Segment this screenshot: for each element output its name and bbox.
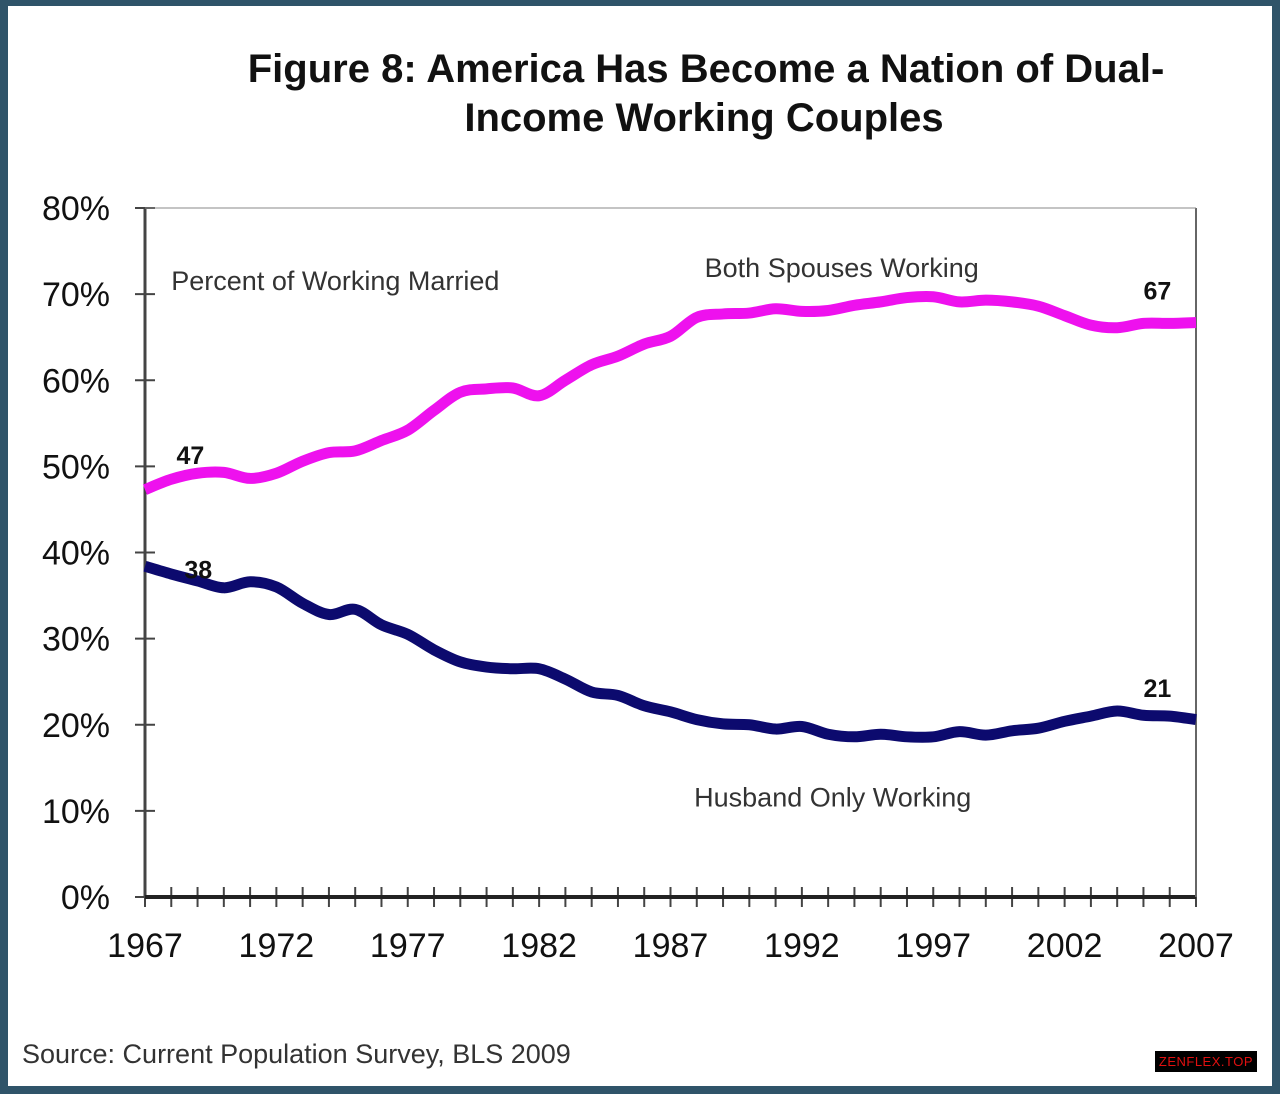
- source-note: Source: Current Population Survey, BLS 2…: [22, 1039, 571, 1069]
- series-layer: [142, 290, 1197, 743]
- x-tick-label: 1987: [633, 927, 709, 965]
- series-line-both-spouses-working: [142, 290, 1197, 495]
- husband-only-label: Husband Only Working: [694, 783, 971, 813]
- y-tick-label: 20%: [42, 707, 110, 745]
- chart-title-line-2: Income Working Couples: [464, 96, 943, 140]
- chart-frame: Figure 8: America Has Become a Nation of…: [8, 6, 1272, 1086]
- x-tick-label: 1997: [895, 927, 971, 965]
- subtitle-annotation: Percent of Working Married: [171, 266, 499, 296]
- y-axis-ticks: 0% 10% 20% 30% 40% 50% 60% 70% 80%: [42, 190, 155, 917]
- chart-title-line-1: Figure 8: America Has Become a Nation of…: [248, 47, 1165, 91]
- x-tick-label: 2002: [1027, 927, 1103, 965]
- watermark-badge: ZENFLEX.TOP: [1154, 1051, 1257, 1072]
- x-tick-label: 1972: [239, 927, 315, 965]
- data-label-husband-end: 21: [1143, 675, 1171, 703]
- x-tick-label: 1982: [501, 927, 577, 965]
- y-tick-label: 10%: [42, 793, 110, 831]
- line-chart: Figure 8: America Has Become a Nation of…: [22, 47, 1234, 1069]
- y-tick-label: 30%: [42, 621, 110, 659]
- y-tick-label: 40%: [42, 535, 110, 573]
- x-tick-label: 1977: [370, 927, 446, 965]
- series-line-husband-only-working: [143, 561, 1197, 743]
- y-tick-label: 80%: [42, 190, 110, 228]
- x-tick-label: 2007: [1158, 927, 1234, 965]
- x-tick-label: 1967: [107, 927, 183, 965]
- y-tick-label: 0%: [61, 879, 110, 917]
- data-label-both-start: 47: [177, 442, 205, 470]
- data-label-both-end: 67: [1143, 277, 1171, 305]
- x-tick-label: 1992: [764, 927, 840, 965]
- both-spouses-label: Both Spouses Working: [705, 253, 979, 283]
- y-tick-label: 70%: [42, 276, 110, 314]
- data-label-husband-start: 38: [184, 556, 212, 584]
- y-tick-label: 50%: [42, 448, 110, 486]
- y-tick-label: 60%: [42, 362, 110, 400]
